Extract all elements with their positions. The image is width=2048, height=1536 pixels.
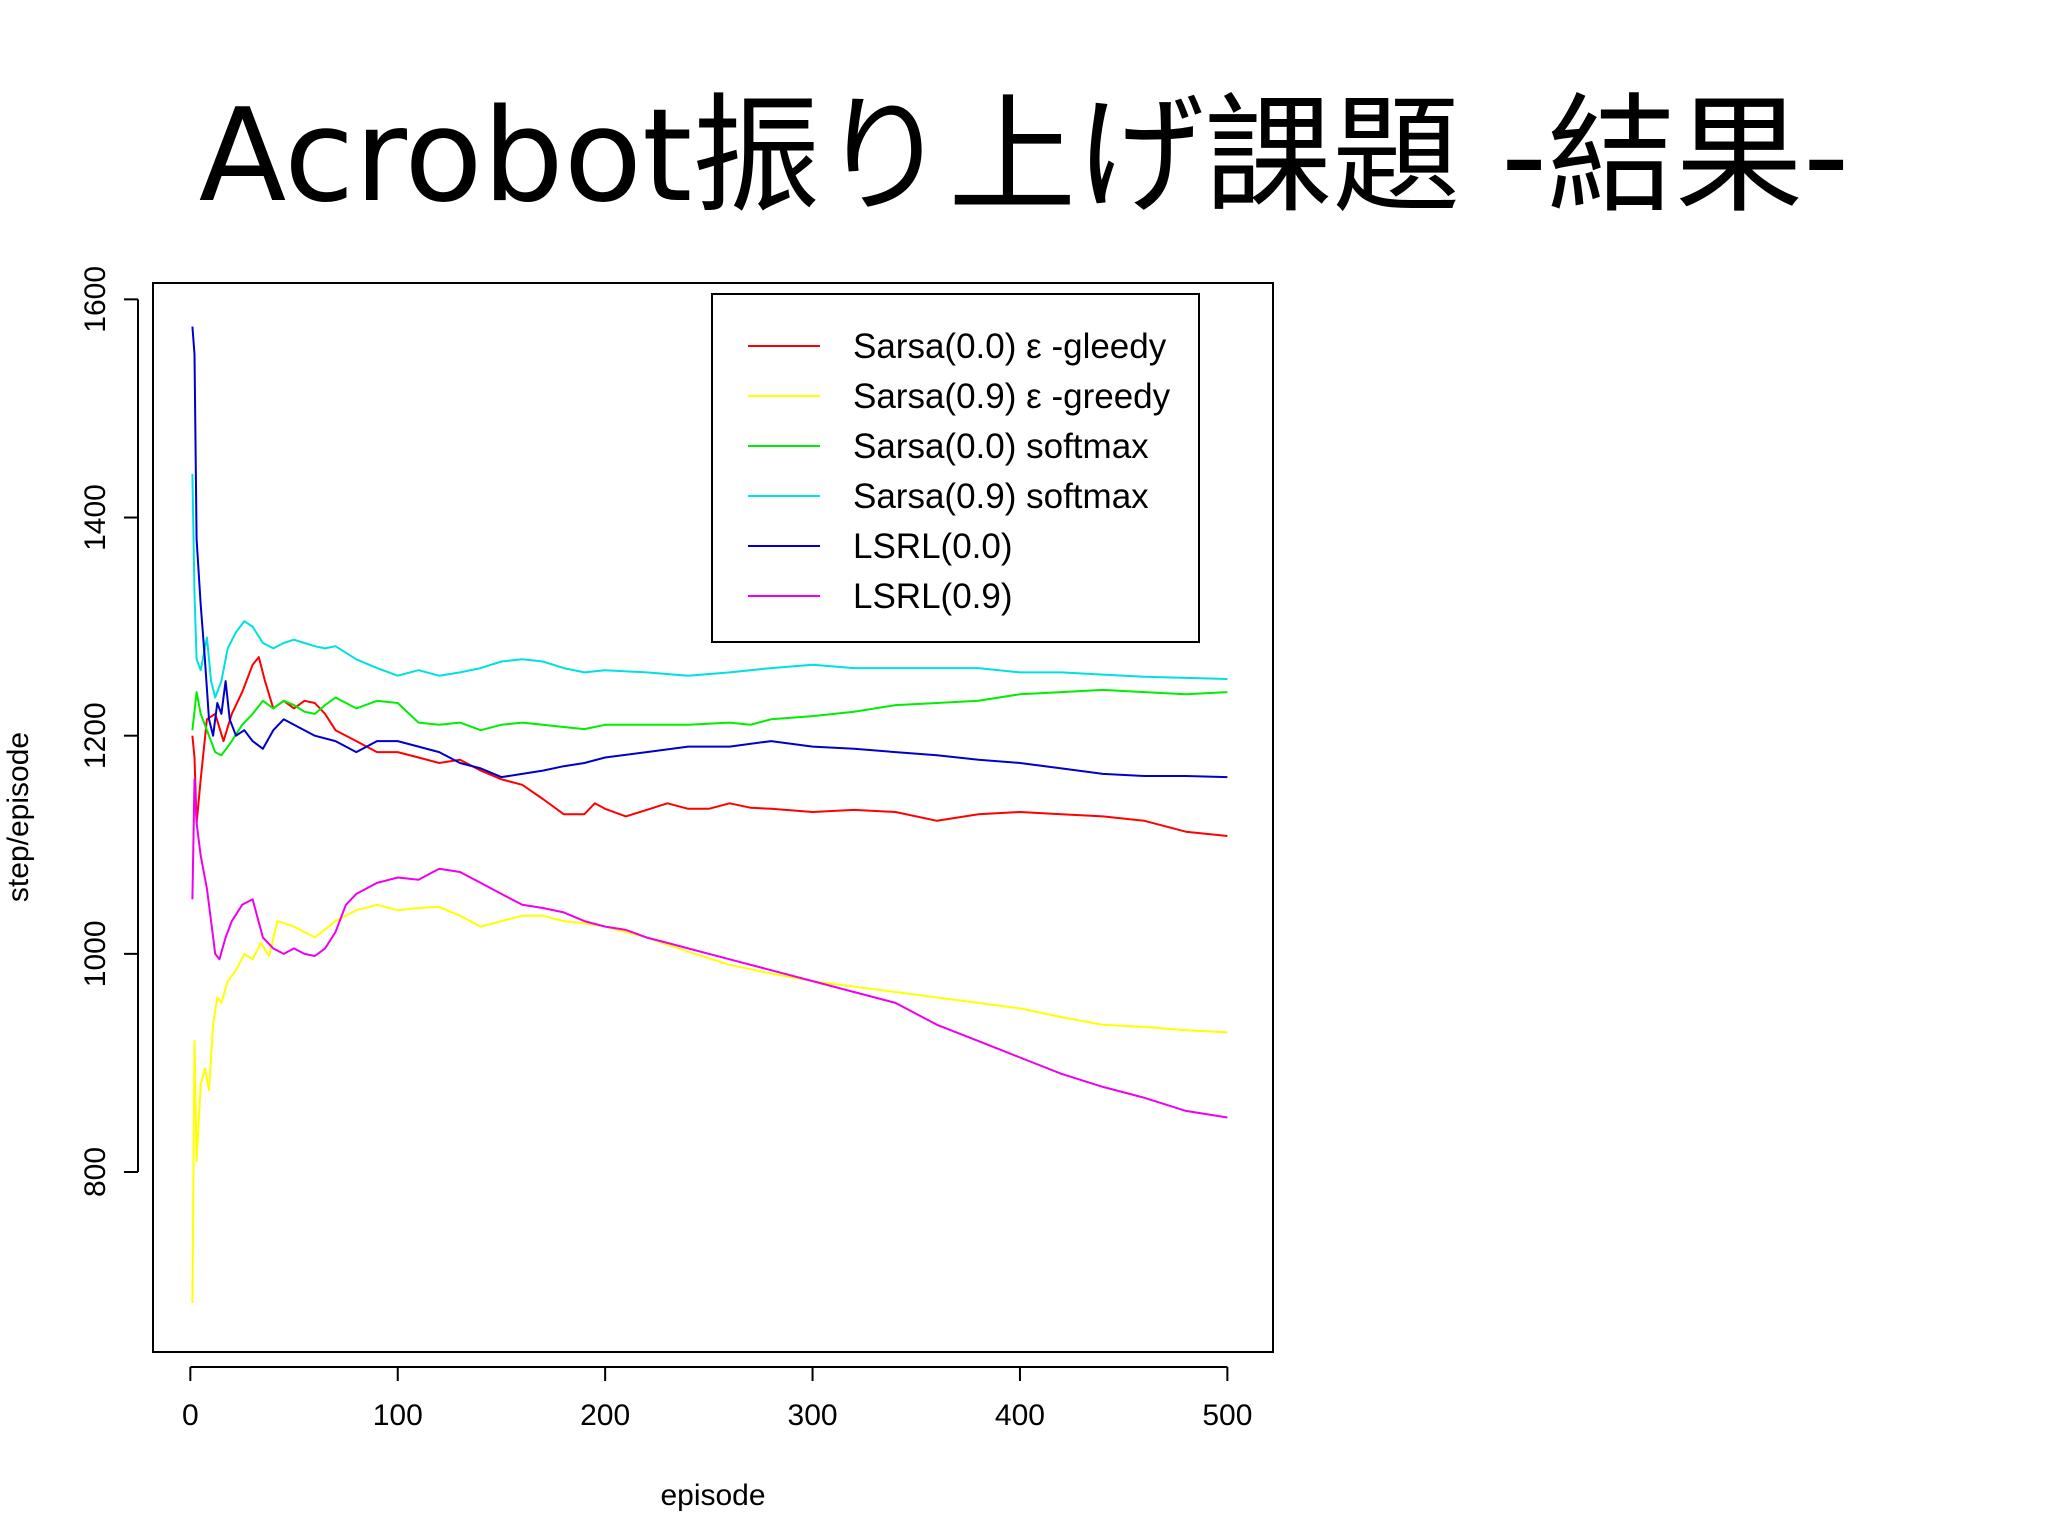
- x-tick-label: 300: [788, 1399, 838, 1432]
- legend: Sarsa(0.0) ε -gleedy Sarsa(0.9) ε -greedy…: [711, 293, 1200, 643]
- x-tick-label: 100: [373, 1399, 423, 1432]
- series-line-5: [191, 326, 1228, 779]
- y-tick-label: 1000: [79, 920, 112, 987]
- plot-frame: [152, 282, 1274, 1353]
- legend-label: LSRL(0.0): [853, 527, 1013, 566]
- series-line-3: [191, 688, 1228, 757]
- legend-items: Sarsa(0.0) ε -gleedy Sarsa(0.9) ε -greedy…: [748, 327, 1171, 616]
- legend-label: Sarsa(0.9) softmax: [853, 477, 1149, 516]
- x-tick-label: 200: [580, 1399, 630, 1432]
- legend-box: [711, 293, 1200, 643]
- legend-label: LSRL(0.9): [853, 577, 1013, 616]
- legend-label: Sarsa(0.0) softmax: [853, 427, 1149, 466]
- y-tick-label: 800: [79, 1147, 112, 1197]
- x-axis: 0 100 200 300 400 500: [182, 1366, 1252, 1432]
- x-axis-label: episode: [660, 1479, 765, 1512]
- legend-label: Sarsa(0.0) ε -gleedy: [853, 327, 1167, 366]
- y-tick-label: 1400: [79, 484, 112, 551]
- x-tick-label: 0: [182, 1399, 199, 1432]
- x-tick-label: 500: [1202, 1399, 1252, 1432]
- y-tick-label: 1200: [79, 702, 112, 769]
- legend-label: Sarsa(0.9) ε -greedy: [853, 377, 1171, 416]
- series-line-2: [191, 903, 1228, 1303]
- y-axis: 800 1000 1200 1400 1600: [79, 266, 139, 1197]
- slide-title: Acrobot振り上げ課題 -結果-: [198, 82, 1850, 231]
- series-layer: [191, 326, 1228, 1303]
- series-line-6: [191, 778, 1228, 1119]
- x-tick-label: 400: [995, 1399, 1045, 1432]
- series-line-4: [191, 473, 1228, 699]
- series-line-1: [191, 656, 1228, 837]
- y-tick-label: 1600: [79, 266, 112, 333]
- y-axis-label: step/episode: [2, 732, 35, 902]
